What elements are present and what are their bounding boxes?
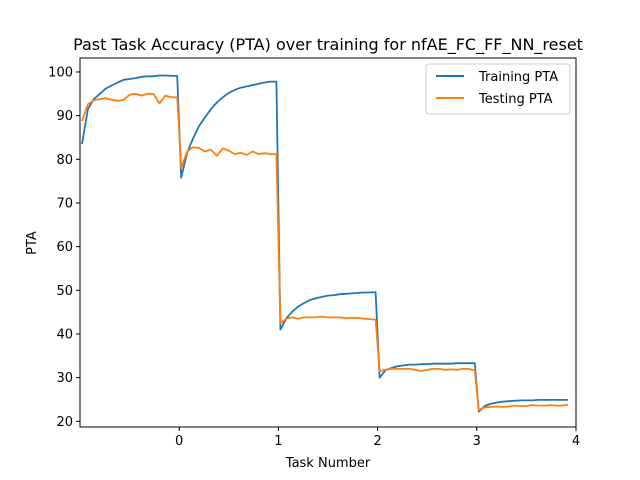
series-layer [81, 74, 569, 413]
y-tick-label: 50 [56, 284, 73, 299]
legend: Training PTA Testing PTA [425, 63, 571, 115]
plot-area: 0 1 2 3 4 20 30 40 50 60 70 80 90 100 [48, 57, 580, 449]
y-tick-label: 30 [56, 371, 73, 386]
series-line-training-pta [81, 74, 569, 413]
x-tick-label: 2 [373, 434, 381, 449]
y-tick-label: 40 [56, 327, 73, 342]
x-tick-label: 4 [572, 434, 580, 449]
x-tick-label: 3 [473, 434, 481, 449]
y-axis-ticks: 20 30 40 50 60 70 80 90 100 [48, 65, 80, 430]
y-tick-label: 80 [56, 153, 73, 168]
y-tick-label: 70 [56, 196, 73, 211]
x-tick-label: 0 [175, 434, 183, 449]
y-tick-label: 60 [56, 240, 73, 255]
x-axis-label: Task Number [285, 456, 371, 471]
legend-label-training: Training PTA [478, 70, 558, 85]
y-axis-label: PTA [25, 231, 40, 255]
series-line-testing-pta [81, 92, 569, 411]
legend-label-testing: Testing PTA [478, 92, 553, 107]
x-tick-label: 1 [274, 434, 282, 449]
y-tick-label: 20 [56, 415, 73, 430]
plot-frame [79, 57, 577, 428]
chart-title: Past Task Accuracy (PTA) over training f… [73, 35, 583, 55]
x-axis-ticks: 0 1 2 3 4 [175, 427, 580, 449]
y-tick-label: 100 [48, 65, 73, 80]
y-tick-label: 90 [56, 109, 73, 124]
